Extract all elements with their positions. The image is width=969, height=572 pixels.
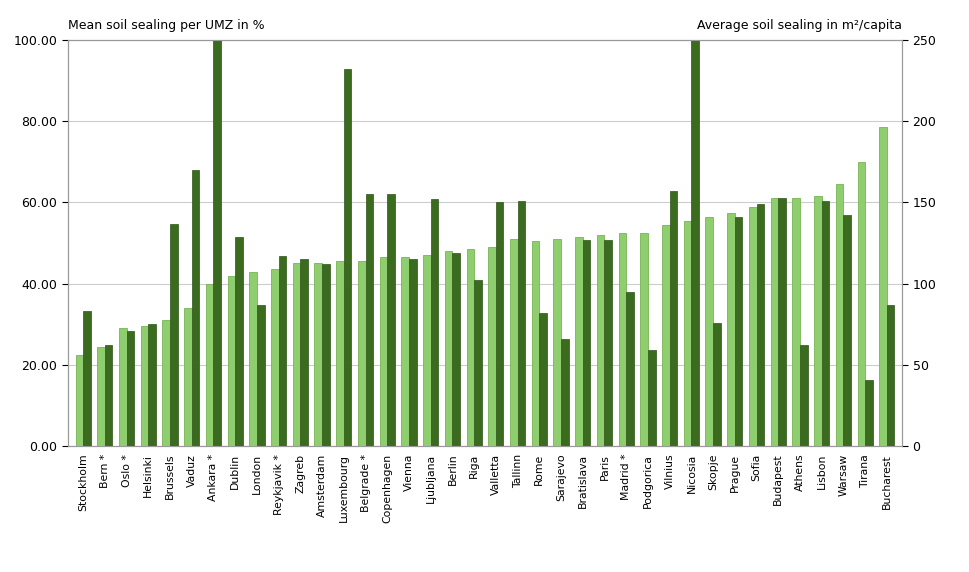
Bar [257, 305, 265, 446]
Bar [669, 191, 676, 446]
Bar [300, 259, 307, 446]
Bar [735, 217, 741, 446]
Bar [387, 194, 394, 446]
Bar [560, 339, 568, 446]
Bar [704, 217, 712, 446]
Bar [878, 128, 886, 446]
Bar [270, 269, 278, 446]
Bar [843, 216, 850, 446]
Bar [162, 320, 170, 446]
Bar [379, 257, 387, 446]
Bar [792, 198, 799, 446]
Bar [712, 323, 720, 446]
Bar [835, 184, 843, 446]
Bar [748, 206, 756, 446]
Bar [857, 162, 864, 446]
Bar [604, 240, 611, 446]
Bar [83, 311, 91, 446]
Bar [813, 196, 821, 446]
Bar [422, 255, 430, 446]
Bar [234, 237, 242, 446]
Bar [474, 280, 482, 446]
Bar [213, 40, 221, 446]
Bar [293, 263, 300, 446]
Bar [531, 241, 539, 446]
Bar [626, 292, 633, 446]
Bar [662, 225, 669, 446]
Bar [336, 261, 343, 446]
Bar [495, 202, 503, 446]
Bar [119, 328, 126, 446]
Bar [575, 237, 582, 446]
Bar [343, 69, 351, 446]
Text: Mean soil sealing per UMZ in %: Mean soil sealing per UMZ in % [68, 19, 265, 32]
Bar [228, 276, 234, 446]
Bar [466, 249, 474, 446]
Bar [76, 355, 83, 446]
Bar [864, 380, 872, 446]
Bar [97, 347, 105, 446]
Bar [278, 256, 286, 446]
Bar [141, 327, 148, 446]
Bar [596, 235, 604, 446]
Bar [510, 239, 517, 446]
Bar [314, 263, 322, 446]
Bar [365, 194, 373, 446]
Bar [445, 251, 452, 446]
Bar [249, 272, 257, 446]
Bar [770, 198, 777, 446]
Bar [886, 305, 893, 446]
Bar [777, 197, 785, 446]
Bar [358, 261, 365, 446]
Bar [553, 239, 560, 446]
Bar [582, 240, 590, 446]
Bar [539, 313, 547, 446]
Bar [799, 345, 807, 446]
Bar [517, 201, 524, 446]
Text: Average soil sealing in m²/capita: Average soil sealing in m²/capita [697, 19, 901, 32]
Bar [647, 350, 655, 446]
Bar [683, 221, 691, 446]
Bar [126, 331, 134, 446]
Bar [192, 170, 199, 446]
Bar [105, 345, 112, 446]
Bar [487, 247, 495, 446]
Bar [640, 233, 647, 446]
Bar [727, 213, 735, 446]
Bar [170, 224, 177, 446]
Bar [409, 259, 416, 446]
Bar [821, 201, 828, 446]
Bar [756, 204, 764, 446]
Bar [452, 253, 459, 446]
Bar [401, 257, 409, 446]
Bar [322, 264, 329, 446]
Bar [430, 199, 438, 446]
Bar [618, 233, 626, 446]
Bar [148, 324, 156, 446]
Bar [184, 308, 192, 446]
Bar [205, 284, 213, 446]
Bar [691, 38, 699, 446]
